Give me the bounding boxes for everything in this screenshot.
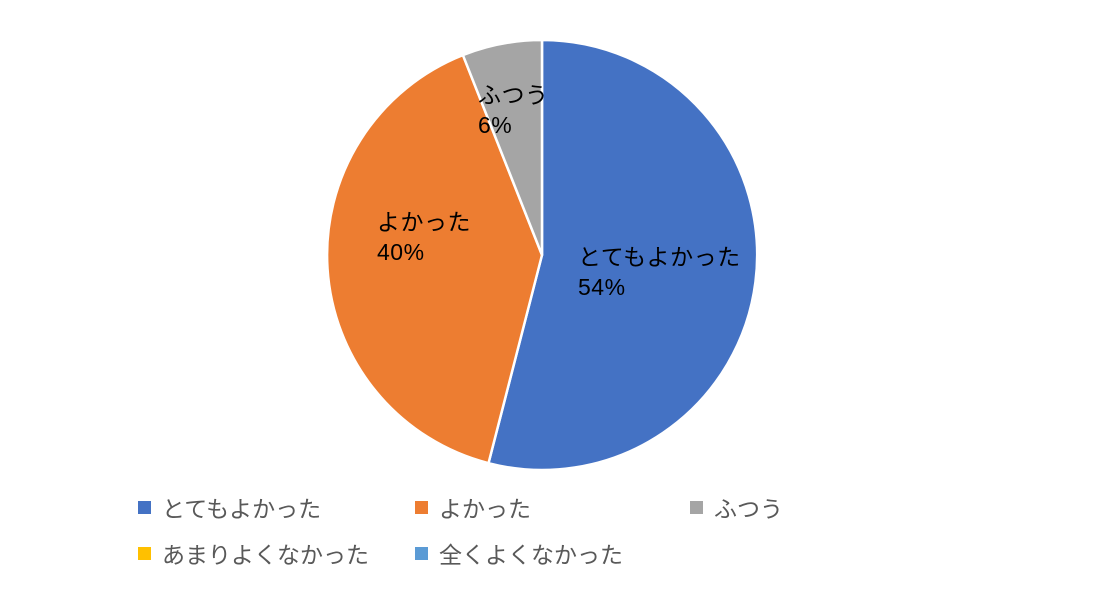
legend-swatch-not-very-good — [138, 546, 151, 560]
legend-item-very-good: とてもよかった — [138, 494, 321, 522]
legend-item-good: よかった — [415, 494, 531, 522]
legend-label: とてもよかった — [162, 496, 322, 522]
pie-slice-good — [325, 53, 544, 465]
pie-slice-normal — [461, 38, 544, 257]
data-label-category: とてもよかった — [578, 244, 741, 270]
legend-label: あまりよくなかった — [162, 542, 369, 568]
legend-label: ふつう — [714, 496, 783, 522]
legend-swatch-very-good — [138, 500, 151, 514]
data-label-normal: ふつう 6% — [478, 80, 549, 140]
pie-slice-very-good — [487, 38, 759, 472]
legend-item-normal: ふつう — [690, 494, 783, 522]
data-label-category: ふつう — [478, 82, 549, 108]
data-label-percent: 40% — [377, 239, 425, 265]
legend-label: 全くよくなかった — [439, 542, 623, 568]
legend-swatch-good — [415, 500, 428, 514]
data-label-percent: 54% — [578, 274, 626, 300]
legend-item-not-good-at-all: 全くよくなかった — [415, 540, 623, 568]
legend-swatch-not-good-at-all — [415, 546, 428, 560]
legend-swatch-normal — [690, 500, 703, 514]
data-label-percent: 6% — [478, 112, 513, 138]
data-label-very-good: とてもよかった 54% — [578, 242, 741, 302]
data-label-category: よかった — [377, 209, 471, 235]
legend-item-not-very-good: あまりよくなかった — [138, 540, 369, 568]
data-label-good: よかった 40% — [377, 207, 471, 267]
legend-label: よかった — [439, 496, 531, 522]
